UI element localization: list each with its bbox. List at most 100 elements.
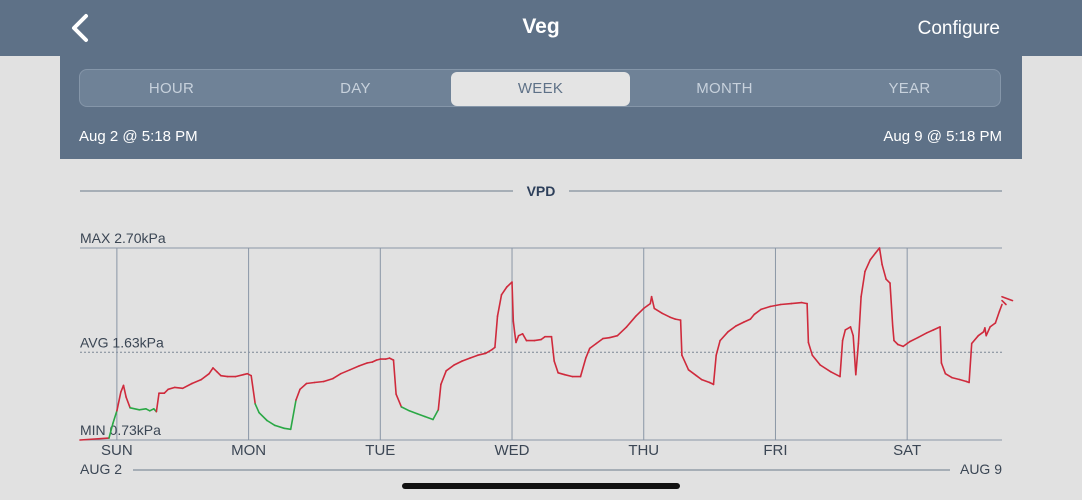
vpd-line-segment bbox=[849, 326, 855, 337]
vpd-line-segment bbox=[469, 354, 479, 359]
min-label: MIN 0.73kPa bbox=[80, 422, 161, 438]
segment-year[interactable]: YEAR bbox=[888, 80, 931, 97]
vpd-line-segment bbox=[437, 383, 442, 411]
vpd-line-segment bbox=[283, 427, 292, 431]
vpd-line-segment bbox=[496, 294, 503, 317]
vpd-line-segment bbox=[674, 318, 682, 321]
vpd-line-segment bbox=[129, 407, 141, 411]
vpd-line-segment bbox=[181, 382, 193, 390]
vpd-line-segment bbox=[800, 301, 808, 305]
vpd-line-segment bbox=[366, 361, 374, 364]
vpd-line-segment bbox=[258, 411, 268, 422]
vpd-line-segment bbox=[191, 378, 202, 385]
vpd-line-segment bbox=[408, 410, 419, 415]
vpd-line-segment bbox=[839, 339, 844, 378]
vpd-line-segment bbox=[533, 338, 542, 342]
vpd-line-segment bbox=[760, 305, 772, 311]
vpd-line-segment bbox=[852, 334, 857, 376]
chevron-left-icon[interactable] bbox=[66, 12, 96, 44]
vpd-line-segment bbox=[400, 406, 411, 412]
segment-hour[interactable]: HOUR bbox=[148, 80, 195, 97]
vpd-line-segment bbox=[500, 286, 508, 296]
vpd-line-segment bbox=[540, 335, 546, 341]
day-label-mon: MON bbox=[231, 442, 266, 459]
vpd-line-segment bbox=[940, 362, 947, 375]
vpd-line-segment bbox=[274, 424, 286, 430]
vpd-line-segment bbox=[476, 352, 487, 356]
vpd-line-segment bbox=[116, 391, 122, 412]
vpd-line-segment bbox=[908, 336, 919, 343]
vpd-line-segment bbox=[902, 340, 911, 348]
chart-title: VPD bbox=[527, 183, 556, 199]
vpd-line-segment bbox=[1001, 295, 1014, 302]
vpd-line-segment bbox=[313, 380, 325, 384]
vpd-line-segment bbox=[521, 333, 528, 342]
vpd-line-segment bbox=[844, 326, 852, 331]
vpd-line-segment bbox=[112, 410, 118, 425]
vpd-line-segment bbox=[453, 360, 463, 366]
vpd-line-segment bbox=[550, 335, 556, 362]
top-nav-bar: Veg Configure bbox=[0, 0, 1082, 56]
day-label-sat: SAT bbox=[893, 442, 921, 459]
vpd-line-segment bbox=[322, 377, 334, 383]
vpd-line-segment bbox=[634, 307, 645, 317]
vpd-line-segment bbox=[932, 326, 941, 331]
day-label-wed: WED bbox=[495, 442, 530, 459]
vpd-line-segment bbox=[854, 342, 860, 376]
vpd-line-segment bbox=[484, 348, 494, 355]
segment-week[interactable]: WEEK bbox=[451, 72, 630, 106]
vpd-line-segment bbox=[860, 270, 866, 298]
day-label-sun: SUN bbox=[101, 442, 133, 459]
range-panel: HOUR DAY WEEK MONTH YEAR Aug 2 @ 5:18 PM… bbox=[60, 56, 1022, 159]
vpd-line-segment bbox=[864, 258, 872, 273]
vpd-line-segment bbox=[753, 308, 762, 316]
vpd-line-segment bbox=[155, 392, 160, 413]
vpd-line-segment bbox=[511, 281, 515, 322]
vpd-line-segment bbox=[234, 373, 245, 378]
vpd-line-segment bbox=[254, 403, 260, 414]
vpd-line-segment bbox=[878, 247, 883, 266]
x-start-label: AUG 2 bbox=[80, 461, 122, 477]
vpd-line-segment bbox=[208, 367, 214, 375]
vpd-line-segment bbox=[250, 374, 256, 405]
vpd-line-segment bbox=[977, 331, 985, 337]
vpd-line-segment bbox=[885, 278, 891, 284]
day-label-tue: TUE bbox=[365, 442, 395, 459]
vpd-line-segment bbox=[125, 396, 131, 409]
vpd-line-segment bbox=[715, 339, 721, 356]
segment-day[interactable]: DAY bbox=[340, 80, 371, 97]
vpd-line-segment bbox=[944, 372, 953, 379]
vpd-line-segment bbox=[295, 388, 301, 401]
segment-month[interactable]: MONTH bbox=[696, 80, 753, 97]
vpd-line-segment bbox=[588, 342, 598, 350]
vpd-line-segment bbox=[916, 332, 928, 339]
vpd-line-segment bbox=[695, 374, 703, 381]
vpd-line-segment bbox=[939, 326, 943, 364]
vpd-line-segment bbox=[642, 304, 649, 310]
vpd-line-segment bbox=[557, 372, 566, 376]
vpd-line-segment bbox=[959, 378, 968, 383]
vpd-line-segment bbox=[829, 371, 841, 378]
vpd-line-segment bbox=[806, 302, 810, 344]
vpd-line-segment bbox=[79, 437, 110, 441]
vpd-line-segment bbox=[700, 378, 711, 384]
vpd-line-segment bbox=[970, 334, 980, 345]
vpd-line-segment bbox=[790, 301, 803, 305]
vpd-line-segment bbox=[602, 336, 611, 340]
vpd-line-segment bbox=[779, 302, 793, 306]
vpd-line-segment bbox=[305, 381, 316, 385]
configure-button[interactable]: Configure bbox=[917, 18, 1000, 39]
vpd-line-segment bbox=[553, 360, 559, 374]
vpd-line-segment bbox=[811, 354, 822, 366]
vpd-line-segment bbox=[515, 334, 520, 344]
vpd-line-segment bbox=[735, 321, 745, 327]
vpd-line-segment bbox=[122, 384, 127, 398]
vpd-line-segment bbox=[332, 372, 342, 380]
vpd-line-segment bbox=[358, 362, 368, 367]
range-end-label: Aug 9 @ 5:18 PM bbox=[883, 128, 1002, 145]
vpd-line-segment bbox=[719, 331, 729, 342]
vpd-line-segment bbox=[266, 419, 276, 427]
vpd-line-segment bbox=[440, 370, 448, 386]
vpd-line-segment bbox=[749, 313, 756, 320]
vpd-line-segment bbox=[727, 325, 737, 333]
